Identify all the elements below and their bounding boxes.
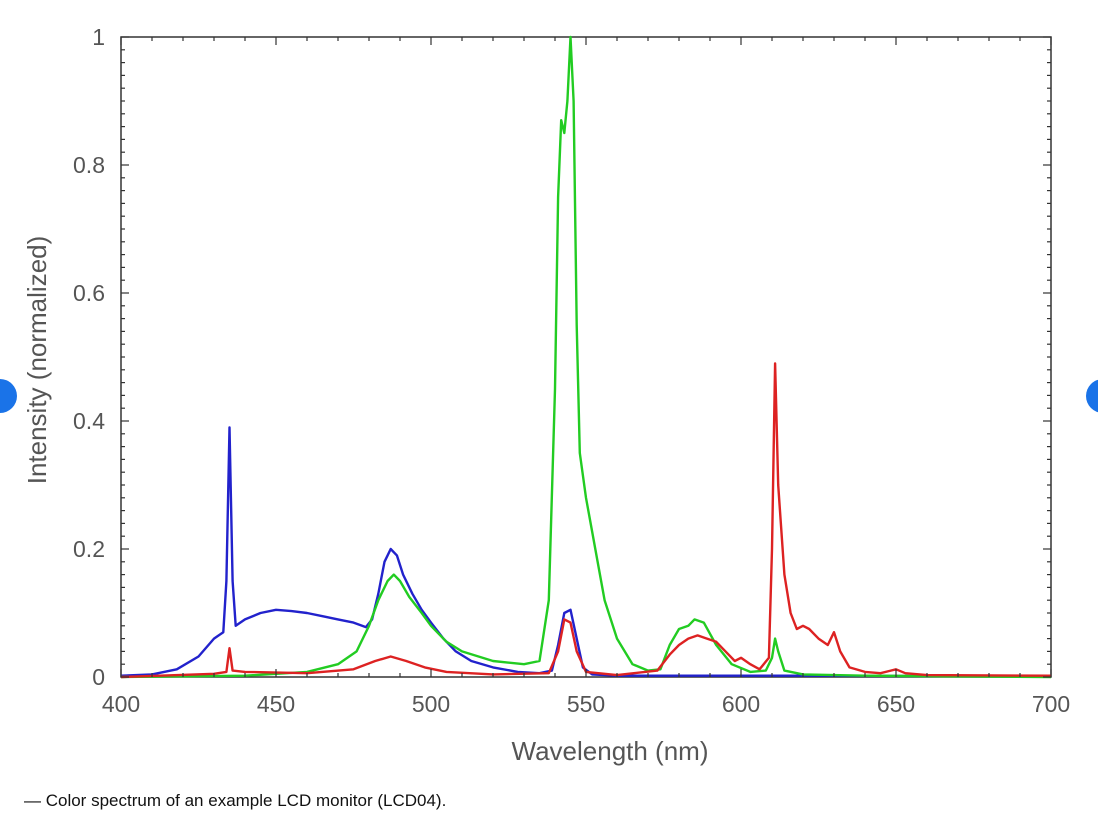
plot-border	[120, 36, 1052, 678]
x-tick-label: 650	[877, 691, 915, 717]
y-axis-title: Intensity (normalized)	[22, 236, 52, 485]
x-tick-label: 700	[1032, 691, 1070, 717]
y-tick-label: 1	[92, 24, 105, 50]
y-tick-label: 0.8	[73, 152, 105, 178]
axis-ticks	[120, 36, 1052, 678]
x-tick-labels: 400 450 500 550 600 650 700	[102, 691, 1070, 717]
plot-frame	[120, 36, 1052, 678]
y-tick-label: 0.2	[73, 536, 105, 562]
x-tick-label: 400	[102, 691, 140, 717]
y-tick-label: 0.4	[73, 408, 105, 434]
x-axis-title: Wavelength (nm)	[512, 736, 709, 766]
previous-image-button[interactable]	[0, 379, 17, 413]
x-tick-label: 550	[567, 691, 605, 717]
x-tick-label: 600	[722, 691, 760, 717]
next-image-button[interactable]	[1086, 379, 1098, 413]
series-lines	[120, 35, 1052, 679]
series-line-3	[120, 362, 1052, 679]
x-tick-label: 450	[257, 691, 295, 717]
y-tick-label: 0	[92, 664, 105, 690]
y-tick-labels: 0 0.2 0.4 0.6 0.8 1	[73, 24, 105, 690]
x-tick-label: 500	[412, 691, 450, 717]
y-tick-label: 0.6	[73, 280, 105, 306]
figure-caption: — Color spectrum of an example LCD monit…	[24, 791, 447, 810]
series-line-2	[120, 35, 1052, 679]
series-line-1	[120, 426, 1052, 678]
